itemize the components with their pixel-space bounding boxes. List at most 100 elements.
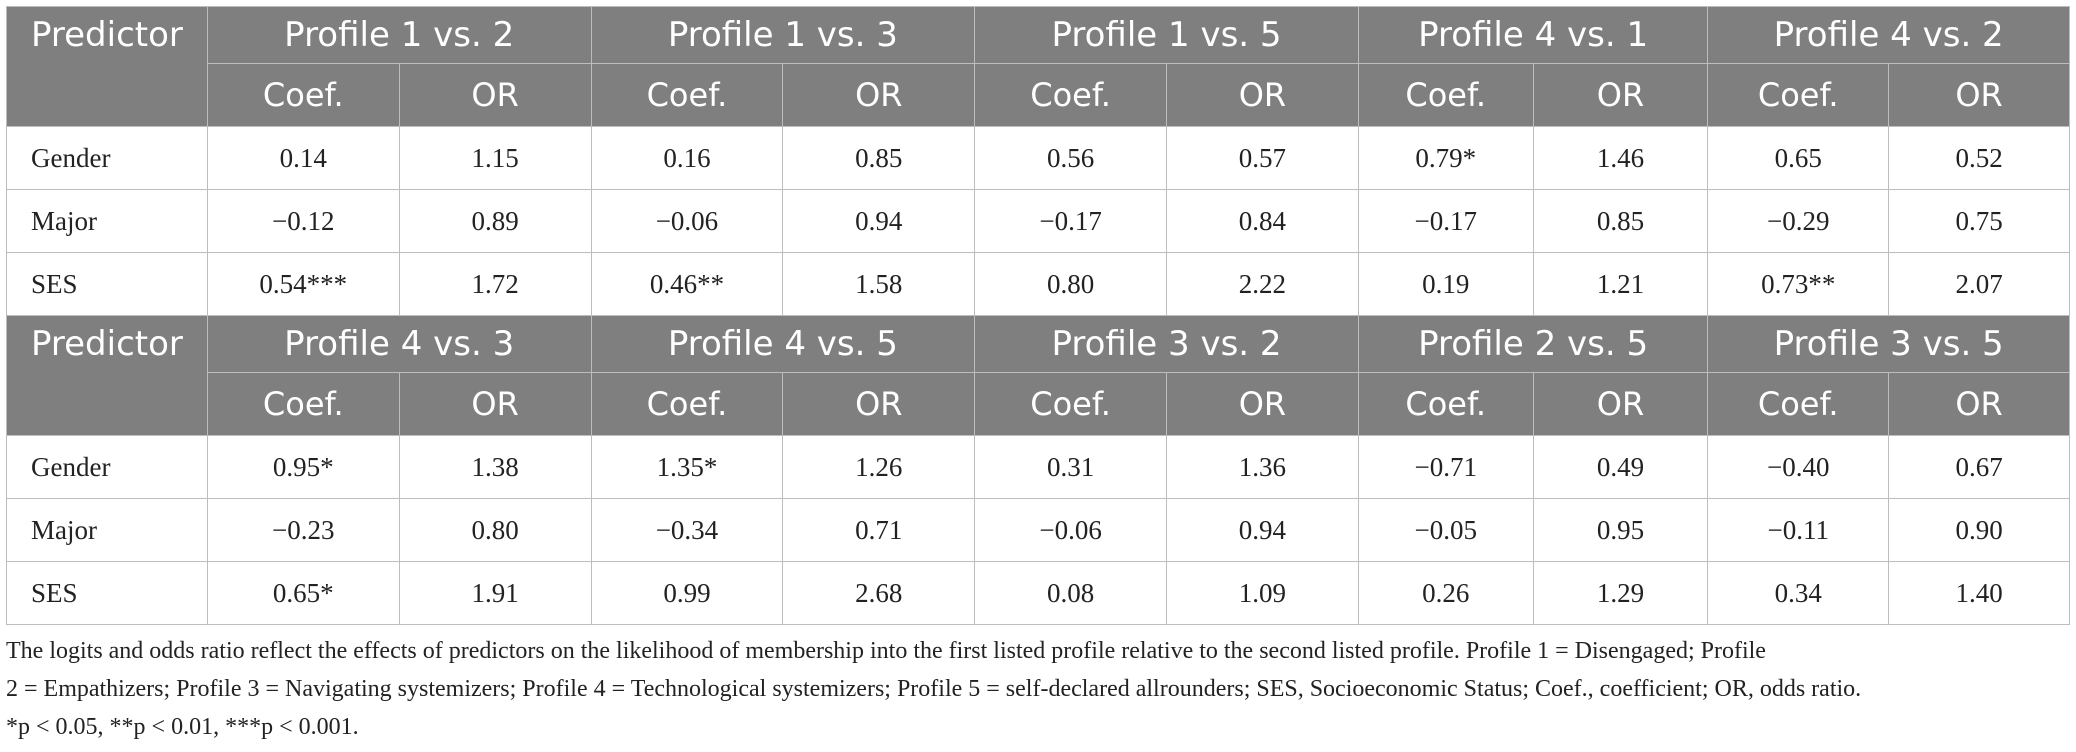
table-row: SES 0.65* 1.91 0.99 2.68 0.08 1.09 0.26 … xyxy=(6,561,2070,625)
table-cell: 0.14 xyxy=(206,126,400,190)
table-cell: 0.16 xyxy=(590,126,784,190)
table-row: Gender 0.95* 1.38 1.35* 1.26 0.31 1.36 −… xyxy=(6,435,2070,499)
table-cell: 1.21 xyxy=(1532,252,1709,316)
table-cell: 1.09 xyxy=(1166,561,1359,625)
table-cell: −0.29 xyxy=(1707,189,1890,253)
table-cell: −0.23 xyxy=(206,498,400,562)
table-cell: 1.91 xyxy=(398,561,592,625)
table-cell: 0.95* xyxy=(206,435,400,499)
table-cell: −0.06 xyxy=(590,189,784,253)
table-cell: 0.99 xyxy=(590,561,784,625)
coef-header: Coef. xyxy=(1707,63,1890,127)
table-cell: 0.80 xyxy=(398,498,592,562)
table-cell: −0.17 xyxy=(1357,189,1534,253)
or-header: OR xyxy=(782,63,976,127)
coef-header: Coef. xyxy=(1357,372,1534,436)
table-cell: 0.57 xyxy=(1166,126,1359,190)
table-cell: 2.07 xyxy=(1888,252,2070,316)
predictor-header: Predictor xyxy=(6,6,208,127)
table-cell: −0.11 xyxy=(1707,498,1890,562)
footnote-significance: *p < 0.05, **p < 0.01, ***p < 0.001. xyxy=(6,714,359,740)
comparison-header: Profile 4 vs. 1 xyxy=(1357,6,1709,64)
table-cell: 0.19 xyxy=(1357,252,1534,316)
table-cell: 0.89 xyxy=(398,189,592,253)
table-cell: 0.75 xyxy=(1888,189,2070,253)
table-cell: 0.52 xyxy=(1888,126,2070,190)
table-cell: −0.34 xyxy=(590,498,784,562)
table-cell: 0.90 xyxy=(1888,498,2070,562)
table-cell: 0.94 xyxy=(1166,498,1359,562)
table-cell: −0.17 xyxy=(974,189,1168,253)
header-row-subcolumns: Coef. OR Coef. OR Coef. OR Coef. OR Coef… xyxy=(7,372,2070,436)
comparison-header: Profile 2 vs. 5 xyxy=(1357,315,1709,373)
table-cell: −0.05 xyxy=(1357,498,1534,562)
table-cell: 0.56 xyxy=(974,126,1168,190)
predictor-header: Predictor xyxy=(6,315,208,436)
table-cell: −0.12 xyxy=(206,189,400,253)
footnote-line: 2 = Empathizers; Profile 3 = Navigating … xyxy=(6,676,1862,702)
table-row: Gender 0.14 1.15 0.16 0.85 0.56 0.57 0.7… xyxy=(6,126,2070,190)
coef-header: Coef. xyxy=(1357,63,1534,127)
comparison-header: Profile 1 vs. 3 xyxy=(590,6,976,64)
or-header: OR xyxy=(782,372,976,436)
table-cell: 1.40 xyxy=(1888,561,2070,625)
or-header: OR xyxy=(398,63,592,127)
comparison-header: Profile 3 vs. 5 xyxy=(1707,315,2070,373)
row-label: SES xyxy=(6,252,208,316)
table-cell: 0.80 xyxy=(974,252,1168,316)
row-label: Major xyxy=(6,498,208,562)
coef-header: Coef. xyxy=(974,63,1168,127)
table-cell: 1.35* xyxy=(590,435,784,499)
table-cell: 0.79* xyxy=(1357,126,1534,190)
table-cell: 1.15 xyxy=(398,126,592,190)
or-header: OR xyxy=(1888,372,2070,436)
table-cell: −0.06 xyxy=(974,498,1168,562)
row-label: SES xyxy=(6,561,208,625)
table-cell: 0.85 xyxy=(782,126,976,190)
coef-header: Coef. xyxy=(206,372,400,436)
table-cell: 2.22 xyxy=(1166,252,1359,316)
coef-header: Coef. xyxy=(206,63,400,127)
table-cell: 0.54*** xyxy=(206,252,400,316)
regression-table: Predictor Profile 1 vs. 2 Profile 1 vs. … xyxy=(6,6,2070,625)
table-cell: 1.58 xyxy=(782,252,976,316)
table-cell: 0.46** xyxy=(590,252,784,316)
table-cell: 1.46 xyxy=(1532,126,1709,190)
coef-header: Coef. xyxy=(590,63,784,127)
or-header: OR xyxy=(1532,372,1709,436)
header-row-subcolumns: Coef. OR Coef. OR Coef. OR Coef. OR Coef… xyxy=(7,63,2070,127)
comparison-header: Profile 1 vs. 5 xyxy=(974,6,1359,64)
table-cell: 0.71 xyxy=(782,498,976,562)
table-cell: 0.84 xyxy=(1166,189,1359,253)
table-cell: 1.36 xyxy=(1166,435,1359,499)
or-header: OR xyxy=(1888,63,2070,127)
row-label: Major xyxy=(6,189,208,253)
row-label: Gender xyxy=(6,435,208,499)
row-label: Gender xyxy=(6,126,208,190)
regression-table-container: Predictor Profile 1 vs. 2 Profile 1 vs. … xyxy=(6,6,2070,625)
table-cell: 0.65 xyxy=(1707,126,1890,190)
comparison-header: Profile 1 vs. 2 xyxy=(206,6,592,64)
comparison-header: Profile 3 vs. 2 xyxy=(974,315,1359,373)
table-cell: 1.26 xyxy=(782,435,976,499)
table-cell: 2.68 xyxy=(782,561,976,625)
coef-header: Coef. xyxy=(590,372,784,436)
or-header: OR xyxy=(398,372,592,436)
table-cell: 0.95 xyxy=(1532,498,1709,562)
table-cell: 0.94 xyxy=(782,189,976,253)
table-footnote: The logits and odds ratio reflect the ef… xyxy=(6,632,2066,746)
or-header: OR xyxy=(1532,63,1709,127)
table-cell: 1.72 xyxy=(398,252,592,316)
coef-header: Coef. xyxy=(1707,372,1890,436)
table-cell: 0.85 xyxy=(1532,189,1709,253)
table-row: SES 0.54*** 1.72 0.46** 1.58 0.80 2.22 0… xyxy=(6,252,2070,316)
table-cell: 1.29 xyxy=(1532,561,1709,625)
table-cell: 0.34 xyxy=(1707,561,1890,625)
table-cell: 0.73** xyxy=(1707,252,1890,316)
table-row: Major −0.12 0.89 −0.06 0.94 −0.17 0.84 −… xyxy=(6,189,2070,253)
comparison-header: Profile 4 vs. 2 xyxy=(1707,6,2070,64)
coef-header: Coef. xyxy=(974,372,1168,436)
table-cell: −0.40 xyxy=(1707,435,1890,499)
table-cell: 0.26 xyxy=(1357,561,1534,625)
table-cell: 1.38 xyxy=(398,435,592,499)
